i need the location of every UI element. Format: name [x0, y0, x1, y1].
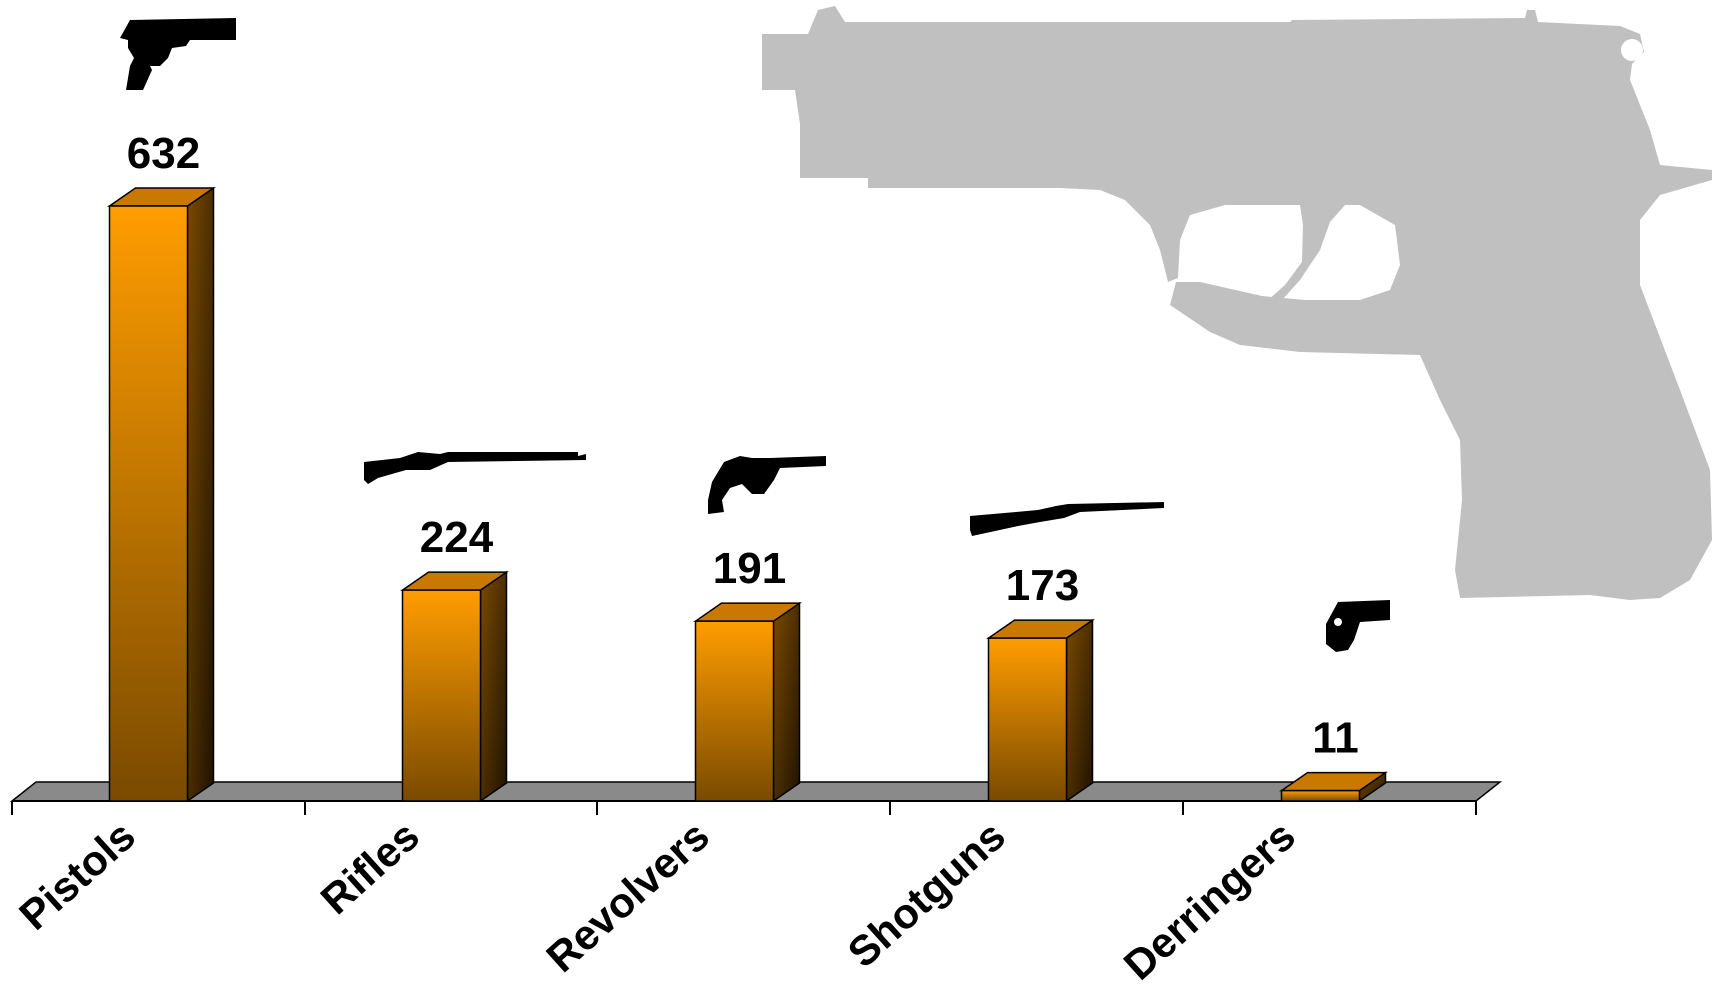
bar-front: [401, 589, 482, 802]
data-label: 173: [1006, 561, 1079, 610]
bar-shotguns: [986, 618, 1095, 803]
x-tick-label: Pistols: [10, 812, 144, 939]
revolver-icon: [708, 456, 826, 514]
data-label: 224: [420, 513, 494, 562]
bar-revolvers: [693, 601, 802, 803]
bar-side: [1065, 618, 1094, 803]
bar-front: [987, 637, 1068, 802]
x-tick-label: Shotguns: [839, 812, 1014, 976]
bar-side: [186, 186, 215, 803]
shotgun-icon: [970, 502, 1164, 536]
derringer-icon: [1326, 600, 1390, 652]
bar-front: [1280, 789, 1361, 802]
x-tick-label: Derringers: [1115, 812, 1304, 989]
large-pistol-silhouette-icon: [762, 6, 1712, 600]
bar-derringers: [1279, 771, 1388, 803]
pistol-icon: [120, 18, 236, 90]
data-label: 191: [713, 544, 786, 593]
bar-pistols: [107, 186, 216, 803]
bar-side: [479, 570, 508, 803]
rifle-icon: [364, 452, 586, 484]
bar-front: [108, 205, 189, 802]
bars: [107, 186, 1388, 803]
bar-rifles: [400, 570, 509, 803]
data-label: 11: [1312, 714, 1359, 763]
x-tick-label: Revolvers: [537, 812, 718, 981]
data-labels: 632 224 191 173 11: [127, 129, 1359, 763]
bar-side: [772, 601, 801, 803]
x-tick-label: Rifles: [312, 812, 428, 923]
data-label: 632: [127, 129, 200, 178]
bar-front: [694, 620, 775, 802]
x-tick-labels: Pistols Rifles Revolvers Shotguns Derrin…: [10, 812, 1304, 989]
